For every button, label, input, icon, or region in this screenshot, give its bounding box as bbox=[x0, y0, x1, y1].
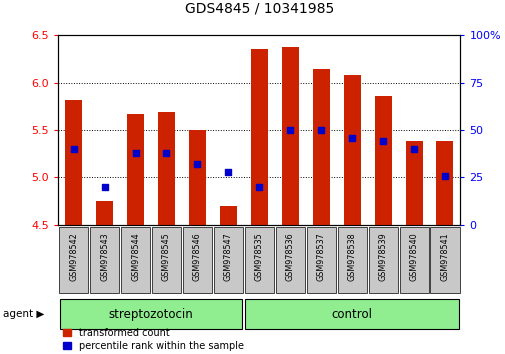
Bar bbox=[337, 227, 366, 293]
Bar bbox=[275, 227, 304, 293]
Bar bbox=[158, 112, 175, 225]
Bar bbox=[368, 227, 397, 293]
Bar bbox=[90, 227, 119, 293]
Text: GSM978542: GSM978542 bbox=[69, 232, 78, 281]
Bar bbox=[127, 114, 144, 225]
Bar bbox=[65, 100, 82, 225]
Point bbox=[131, 150, 139, 156]
Point bbox=[347, 135, 356, 141]
Bar bbox=[59, 227, 88, 293]
Text: agent ▶: agent ▶ bbox=[3, 309, 44, 319]
Bar bbox=[436, 141, 452, 225]
Bar bbox=[312, 69, 329, 225]
Point bbox=[70, 146, 78, 152]
Point bbox=[317, 127, 325, 133]
Bar bbox=[430, 227, 459, 293]
Point bbox=[162, 150, 170, 156]
Bar bbox=[244, 227, 273, 293]
Point bbox=[255, 184, 263, 190]
Text: GSM978547: GSM978547 bbox=[223, 232, 232, 281]
Point bbox=[193, 161, 201, 167]
Point bbox=[409, 146, 417, 152]
Bar bbox=[374, 96, 391, 225]
Text: GSM978543: GSM978543 bbox=[100, 232, 109, 281]
Bar bbox=[121, 227, 150, 293]
Text: GSM978546: GSM978546 bbox=[192, 232, 201, 281]
Legend: transformed count, percentile rank within the sample: transformed count, percentile rank withi… bbox=[63, 328, 243, 351]
Text: streptozotocin: streptozotocin bbox=[109, 308, 193, 321]
Bar bbox=[245, 299, 458, 329]
Bar bbox=[96, 201, 113, 225]
Text: GSM978540: GSM978540 bbox=[409, 232, 418, 281]
Bar bbox=[220, 206, 236, 225]
Text: GSM978541: GSM978541 bbox=[440, 232, 448, 281]
Text: GSM978539: GSM978539 bbox=[378, 232, 387, 281]
Bar bbox=[281, 47, 298, 225]
Point bbox=[100, 184, 109, 190]
Bar bbox=[405, 141, 422, 225]
Text: GSM978545: GSM978545 bbox=[162, 232, 171, 281]
Bar bbox=[152, 227, 181, 293]
Point bbox=[440, 173, 448, 178]
Bar bbox=[182, 227, 212, 293]
Text: GSM978536: GSM978536 bbox=[285, 232, 294, 281]
Point bbox=[378, 139, 386, 144]
Bar bbox=[399, 227, 428, 293]
Text: GSM978537: GSM978537 bbox=[316, 232, 325, 281]
Bar bbox=[214, 227, 242, 293]
Point bbox=[286, 127, 294, 133]
Bar bbox=[188, 130, 206, 225]
Bar bbox=[306, 227, 335, 293]
Point bbox=[224, 169, 232, 175]
Text: GDS4845 / 10341985: GDS4845 / 10341985 bbox=[184, 2, 333, 16]
Bar bbox=[343, 75, 360, 225]
Text: GSM978538: GSM978538 bbox=[347, 232, 356, 281]
Bar bbox=[250, 48, 267, 225]
Bar bbox=[60, 299, 242, 329]
Text: GSM978535: GSM978535 bbox=[255, 232, 263, 281]
Text: control: control bbox=[331, 308, 372, 321]
Text: GSM978544: GSM978544 bbox=[131, 232, 140, 281]
